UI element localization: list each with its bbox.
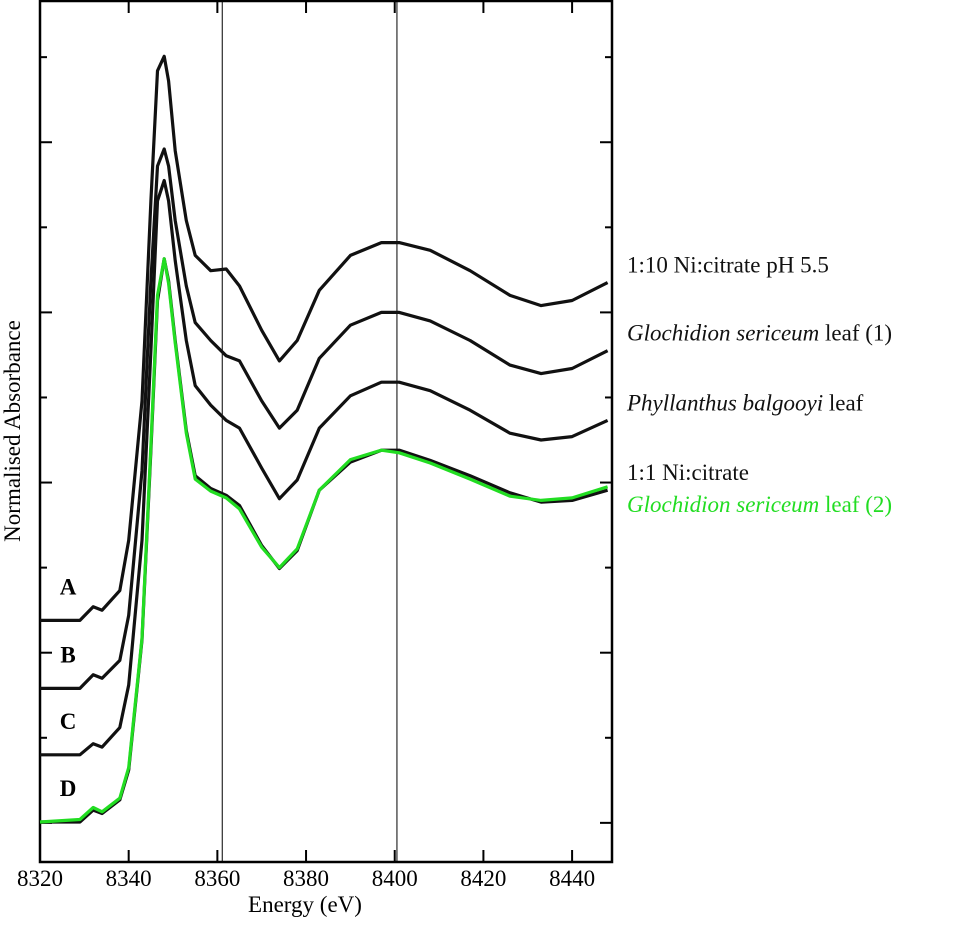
plot-frame — [38, 0, 614, 864]
curve-label: A — [60, 574, 77, 599]
x-tick-label: 8440 — [549, 866, 595, 891]
spectrum-line — [40, 257, 609, 824]
x-tick-label: 8420 — [460, 866, 506, 891]
spectrum-line — [40, 178, 609, 757]
x-tick-label: 8340 — [106, 866, 152, 891]
spectrum-line — [40, 147, 609, 690]
x-tick-label: 8380 — [283, 866, 329, 891]
curve-label: D — [60, 776, 77, 801]
legend-label: Glochidion sericeum leaf (1) — [627, 321, 892, 346]
x-tick-label: 8360 — [194, 866, 240, 891]
spectrum-line — [39, 257, 609, 824]
curve-label: C — [60, 709, 77, 734]
x-tick-label: 8320 — [17, 866, 63, 891]
legend-label: 1:1 Ni:citrate — [627, 460, 749, 485]
curve-label: B — [60, 642, 75, 667]
legend-label: 1:10 Ni:citrate pH 5.5 — [627, 253, 829, 278]
legend-label: Glochidion sericeum leaf (2) — [627, 492, 892, 517]
x-tick-label: 8400 — [372, 866, 418, 891]
y-axis-title: Normalised Absorbance — [0, 320, 25, 542]
x-axis-title: Energy (eV) — [248, 892, 362, 917]
legend-label: Phyllanthus balgooyi leaf — [626, 390, 864, 415]
spectrum-line — [40, 54, 609, 622]
